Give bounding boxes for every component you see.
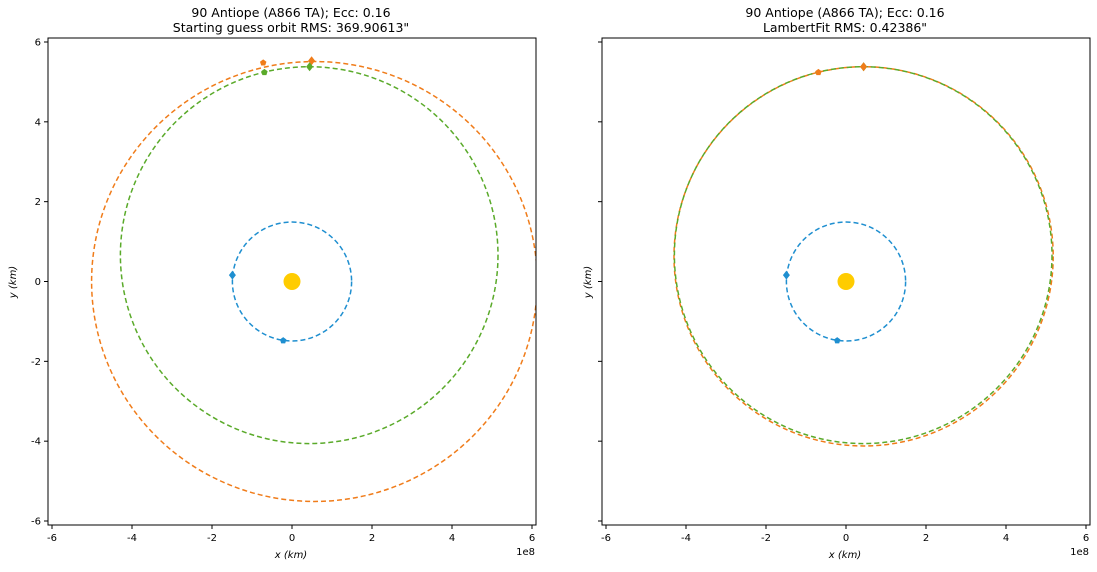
x-axis-exponent: 1e8	[516, 547, 535, 558]
object-orbit	[119, 65, 499, 445]
mars-pentagon-marker	[259, 59, 267, 66]
x-axis-exponent: 1e8	[1070, 547, 1089, 558]
earth-diamond-marker	[782, 270, 790, 280]
x-tick-label: 6	[529, 533, 535, 544]
mars-orbit	[90, 60, 536, 503]
mars-pentagon-marker	[815, 68, 822, 76]
y-tick-label: -6	[31, 517, 41, 528]
sun-marker	[283, 273, 301, 290]
x-tick-label: -4	[127, 533, 137, 544]
y-tick-label: -2	[31, 357, 41, 368]
mars-diamond-marker	[308, 56, 316, 66]
x-tick-label: 4	[449, 533, 455, 544]
chart-title-line2: Starting guess orbit RMS: 369.90613"	[173, 20, 409, 35]
x-tick-label: -6	[601, 533, 611, 544]
chart-title-line1: 90 Antiope (A866 TA); Ecc: 0.16	[191, 5, 390, 20]
x-tick-label: 0	[289, 533, 295, 544]
chart-title-line2: LambertFit RMS: 0.42386"	[763, 20, 927, 35]
plot-area	[90, 56, 536, 503]
sun-marker	[837, 273, 855, 290]
left-chart: 90 Antiope (A866 TA); Ecc: 0.16 Starting…	[8, 5, 537, 561]
y-tick-label: 6	[35, 37, 41, 48]
object-diamond-marker	[306, 62, 314, 72]
object-orbit	[673, 65, 1053, 445]
x-axis-label: x (km)	[274, 550, 307, 561]
x-tick-label: -6	[47, 533, 57, 544]
earth-pentagon-marker	[279, 337, 287, 344]
mars-orbit	[673, 65, 1054, 447]
earth-orbit	[785, 221, 907, 342]
y-axis-label: y (km)	[583, 266, 594, 299]
y-tick-label: 0	[35, 277, 41, 288]
y-tick-label: 2	[35, 197, 41, 208]
y-axis-label: y (km)	[8, 266, 19, 299]
x-tick-label: 2	[923, 533, 929, 544]
x-tick-label: 0	[843, 533, 849, 544]
plot-area	[673, 62, 1054, 447]
mars-diamond-marker	[860, 62, 868, 72]
earth-orbit	[231, 221, 353, 342]
right-chart: 90 Antiope (A866 TA); Ecc: 0.16 LambertF…	[583, 5, 1091, 561]
x-tick-label: -2	[761, 533, 771, 544]
x-tick-label: -2	[207, 533, 217, 544]
y-tick-label: 4	[35, 117, 41, 128]
earth-diamond-marker	[228, 270, 236, 280]
y-tick-label: -4	[31, 437, 41, 448]
x-axis-label: x (km)	[828, 550, 861, 561]
x-tick-label: 6	[1083, 533, 1089, 544]
x-tick-label: 4	[1003, 533, 1009, 544]
object-pentagon-marker	[261, 68, 268, 76]
chart-title-line1: 90 Antiope (A866 TA); Ecc: 0.16	[745, 5, 944, 20]
x-tick-label: 2	[369, 533, 375, 544]
x-tick-label: -4	[681, 533, 691, 544]
earth-pentagon-marker	[833, 337, 841, 344]
